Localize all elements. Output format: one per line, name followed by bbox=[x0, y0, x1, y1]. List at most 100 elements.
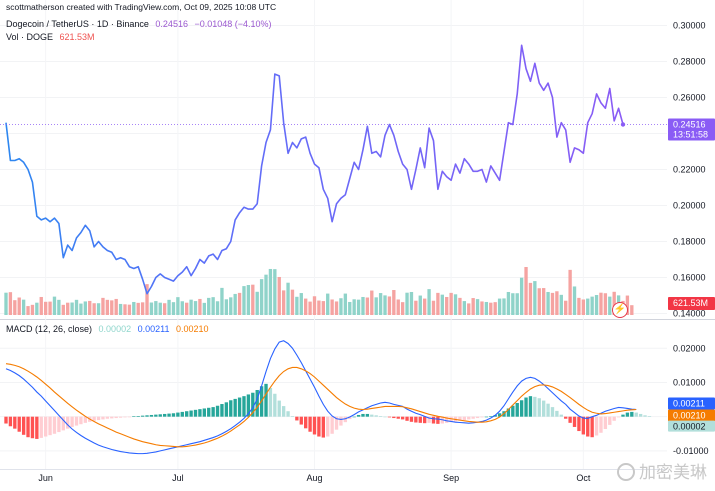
volume-bar bbox=[123, 304, 127, 315]
volume-bar bbox=[497, 298, 502, 315]
macd-histogram-bar bbox=[612, 416, 616, 421]
macd-pane[interactable] bbox=[4, 340, 652, 455]
price-tick-label: 0.16000 bbox=[673, 273, 706, 283]
volume-bar bbox=[361, 296, 365, 315]
volume-bars bbox=[4, 267, 634, 315]
volume-bar bbox=[273, 269, 277, 315]
macd-histogram-bar bbox=[462, 416, 467, 421]
macd-histogram-bar bbox=[229, 400, 233, 417]
macd-histogram-bar bbox=[162, 413, 167, 417]
macd-histogram-bar bbox=[352, 416, 356, 418]
volume-bar bbox=[233, 293, 237, 315]
macd-histogram-bar bbox=[202, 408, 206, 417]
volume-bar bbox=[286, 282, 290, 315]
volume-bar bbox=[414, 300, 418, 315]
lightning-alert-icon[interactable]: ⚡ bbox=[612, 302, 628, 318]
volume-bar bbox=[326, 293, 330, 315]
macd-histogram-bar bbox=[66, 416, 70, 429]
volume-bar bbox=[308, 301, 312, 315]
macd-histogram-bar bbox=[299, 416, 303, 425]
volume-bar bbox=[484, 301, 489, 315]
volume-bar bbox=[229, 297, 233, 315]
volume-bar bbox=[343, 293, 348, 315]
volume-bar bbox=[489, 302, 493, 315]
macd-histogram-bar bbox=[348, 416, 352, 420]
macd-histogram-bar bbox=[343, 416, 348, 423]
volume-bar bbox=[458, 297, 462, 315]
macd-histogram-bar bbox=[616, 416, 621, 418]
volume-bar bbox=[493, 302, 497, 315]
macd-histogram-bar bbox=[484, 416, 489, 418]
price-tick-label: 0.28000 bbox=[673, 57, 706, 67]
macd-histogram-bar bbox=[308, 416, 312, 432]
macd-histogram-bar bbox=[140, 415, 145, 417]
volume-bar bbox=[541, 288, 546, 315]
macd-histogram-bar bbox=[57, 416, 61, 433]
macd-histogram-bar bbox=[581, 416, 586, 435]
macd-histogram-bar bbox=[400, 416, 405, 420]
volume-bar bbox=[515, 293, 519, 315]
volume-bar bbox=[453, 294, 458, 315]
volume-bar bbox=[304, 298, 308, 315]
volume-bar bbox=[251, 284, 255, 315]
macd-histogram-bar bbox=[361, 413, 365, 417]
price-axis[interactable]: 0.140000.160000.180000.200000.220000.240… bbox=[673, 21, 709, 456]
volume-bar bbox=[577, 297, 581, 315]
macd-histogram-bar bbox=[365, 413, 370, 417]
macd-histogram-bar bbox=[48, 416, 52, 436]
macd-histogram-bar bbox=[4, 416, 8, 424]
macd-histogram-bar bbox=[506, 408, 511, 417]
macd-histogram-bar bbox=[127, 416, 132, 418]
macd-histogram-bar bbox=[17, 416, 21, 432]
macd-histogram-bar bbox=[220, 404, 224, 417]
macd-histogram-bar bbox=[409, 416, 414, 422]
price-tick-label: 0.30000 bbox=[673, 21, 706, 31]
macd-histogram-bar bbox=[61, 416, 65, 431]
last-price: 0.24516 bbox=[155, 19, 188, 29]
macd-tick-label: -0.01000 bbox=[673, 446, 709, 456]
macd-histogram-bar bbox=[603, 416, 608, 429]
volume-legend[interactable]: Vol · DOGE 621.53M bbox=[6, 32, 95, 42]
volume-bar bbox=[603, 293, 608, 315]
macd-histogram-bar bbox=[79, 416, 83, 425]
volume-bar bbox=[436, 292, 440, 315]
time-tick-label: Sep bbox=[443, 473, 459, 483]
macd-histogram-bar bbox=[383, 416, 387, 418]
volume-bar bbox=[290, 289, 295, 315]
volume-bar bbox=[259, 279, 264, 315]
macd-signal-value: 0.00210 bbox=[176, 324, 209, 334]
volume-bar bbox=[74, 299, 79, 315]
time-tick-label: Aug bbox=[306, 473, 322, 483]
price-pane[interactable] bbox=[0, 44, 667, 295]
macd-histogram-bar bbox=[524, 397, 528, 417]
symbol-legend[interactable]: Dogecoin / TetherUS · 1D · Binance 0.245… bbox=[6, 19, 272, 29]
volume-bar bbox=[180, 301, 184, 315]
macd-histogram-bar bbox=[339, 416, 343, 426]
volume-bar bbox=[114, 298, 118, 315]
volume-bar bbox=[511, 293, 515, 315]
volume-bar bbox=[136, 302, 140, 315]
macd-histogram-bar bbox=[52, 416, 57, 434]
macd-legend[interactable]: MACD (12, 26, close) 0.00002 0.00211 0.0… bbox=[6, 324, 209, 334]
macd-histogram-bar bbox=[568, 416, 572, 423]
volume-bar bbox=[423, 298, 427, 315]
volume-bar bbox=[449, 292, 453, 315]
macd-badge-text: 0.00211 bbox=[673, 398, 705, 408]
volume-bar bbox=[281, 290, 286, 315]
time-axis[interactable]: Jun Jul Aug Sep Oct bbox=[38, 473, 590, 483]
macd-histogram-bar bbox=[418, 416, 422, 423]
volume-bar bbox=[189, 299, 193, 315]
volume-bar bbox=[418, 295, 422, 315]
volume-bar bbox=[140, 302, 145, 315]
macd-histogram-bar bbox=[215, 405, 220, 417]
volume-bar bbox=[480, 301, 484, 315]
macd-histogram-bar bbox=[475, 416, 480, 419]
time-tick-label: Jul bbox=[172, 473, 184, 483]
macd-histogram-bar bbox=[30, 416, 35, 439]
macd-histogram-bar bbox=[396, 416, 400, 419]
macd-histogram-bar bbox=[246, 394, 251, 417]
macd-histogram-bar bbox=[356, 414, 361, 417]
macd-histogram-bar bbox=[13, 416, 17, 429]
macd-histogram-bar bbox=[207, 407, 211, 417]
